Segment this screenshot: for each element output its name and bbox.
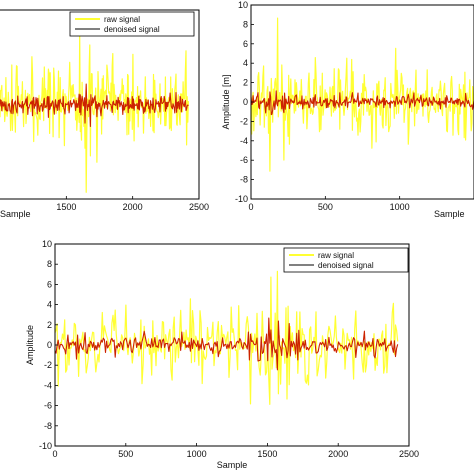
plot-frame xyxy=(0,9,200,200)
x-tick-label: 1000 xyxy=(390,202,410,212)
y-tick-label: 4 xyxy=(243,58,248,68)
series-line-denoised xyxy=(55,317,399,371)
y-tick-label: 2 xyxy=(47,320,52,330)
y-tick-label: -8 xyxy=(240,175,248,185)
y-tick-label: -8 xyxy=(44,421,52,431)
y-tick-label: -10 xyxy=(39,441,52,451)
chart-panel-2: 0 500 1000 -10 -8 -6 -4 -2 0 2 4 6 8 10 Sample Amplitud… xyxy=(221,0,474,219)
x-axis-label: Sample xyxy=(0,209,31,219)
legend-entry: raw signal xyxy=(318,251,354,260)
x-tick-label: 500 xyxy=(318,202,333,212)
y-tick-label: -2 xyxy=(44,360,52,370)
chart-panel-3: 0 500 1000 1500 2000 2500 -10 -8 -6 -4 -2 0 2 4 6 8 10 Sa… xyxy=(25,239,419,470)
y-tick-label: -6 xyxy=(240,155,248,165)
y-tick-label: -4 xyxy=(240,136,248,146)
x-tick-label: 2500 xyxy=(189,202,209,212)
y-tick-label: 8 xyxy=(243,19,248,29)
series-line-raw xyxy=(0,31,189,193)
y-tick-label: 6 xyxy=(243,39,248,49)
y-tick-label: 0 xyxy=(47,340,52,350)
y-tick-label: 10 xyxy=(42,239,52,249)
legend-entry: denoised signal xyxy=(318,261,374,270)
x-tick-label: 0 xyxy=(248,202,253,212)
y-tick-label: 8 xyxy=(47,259,52,269)
x-tick-label: 2500 xyxy=(399,449,419,459)
series-group xyxy=(251,17,474,172)
legend-entry: raw signal xyxy=(104,15,140,24)
y-tick-label: -4 xyxy=(44,380,52,390)
x-tick-label: 2000 xyxy=(123,202,143,212)
y-tick-label: 4 xyxy=(47,300,52,310)
y-tick-label: -2 xyxy=(240,116,248,126)
series-group xyxy=(0,31,189,193)
series-line-denoised xyxy=(0,83,189,128)
x-axis-label: Sample xyxy=(217,460,248,470)
x-tick-label: 2000 xyxy=(328,449,348,459)
x-tick-label: 1000 xyxy=(187,449,207,459)
series-line-raw xyxy=(251,17,474,172)
y-tick-label: -6 xyxy=(44,401,52,411)
legend-entry: denoised signal xyxy=(104,25,160,34)
y-axis-label: Amplitude [m] xyxy=(221,74,231,129)
y-tick-label: 2 xyxy=(243,78,248,88)
legend-box xyxy=(283,247,409,273)
series-group xyxy=(55,270,399,405)
series-line-denoised xyxy=(251,90,474,116)
y-axis-label: Amplitude xyxy=(25,325,35,365)
x-tick-label: 1500 xyxy=(56,202,76,212)
x-tick-label: 0 xyxy=(52,449,57,459)
legend-box xyxy=(69,11,195,37)
y-tick-label: 6 xyxy=(47,279,52,289)
y-tick-label: 10 xyxy=(238,0,248,10)
x-tick-label: 1500 xyxy=(257,449,277,459)
y-tick-label: -10 xyxy=(235,194,248,204)
x-axis-label: Sample xyxy=(434,209,465,219)
y-tick-label: 0 xyxy=(243,97,248,107)
x-tick-label: 500 xyxy=(118,449,133,459)
